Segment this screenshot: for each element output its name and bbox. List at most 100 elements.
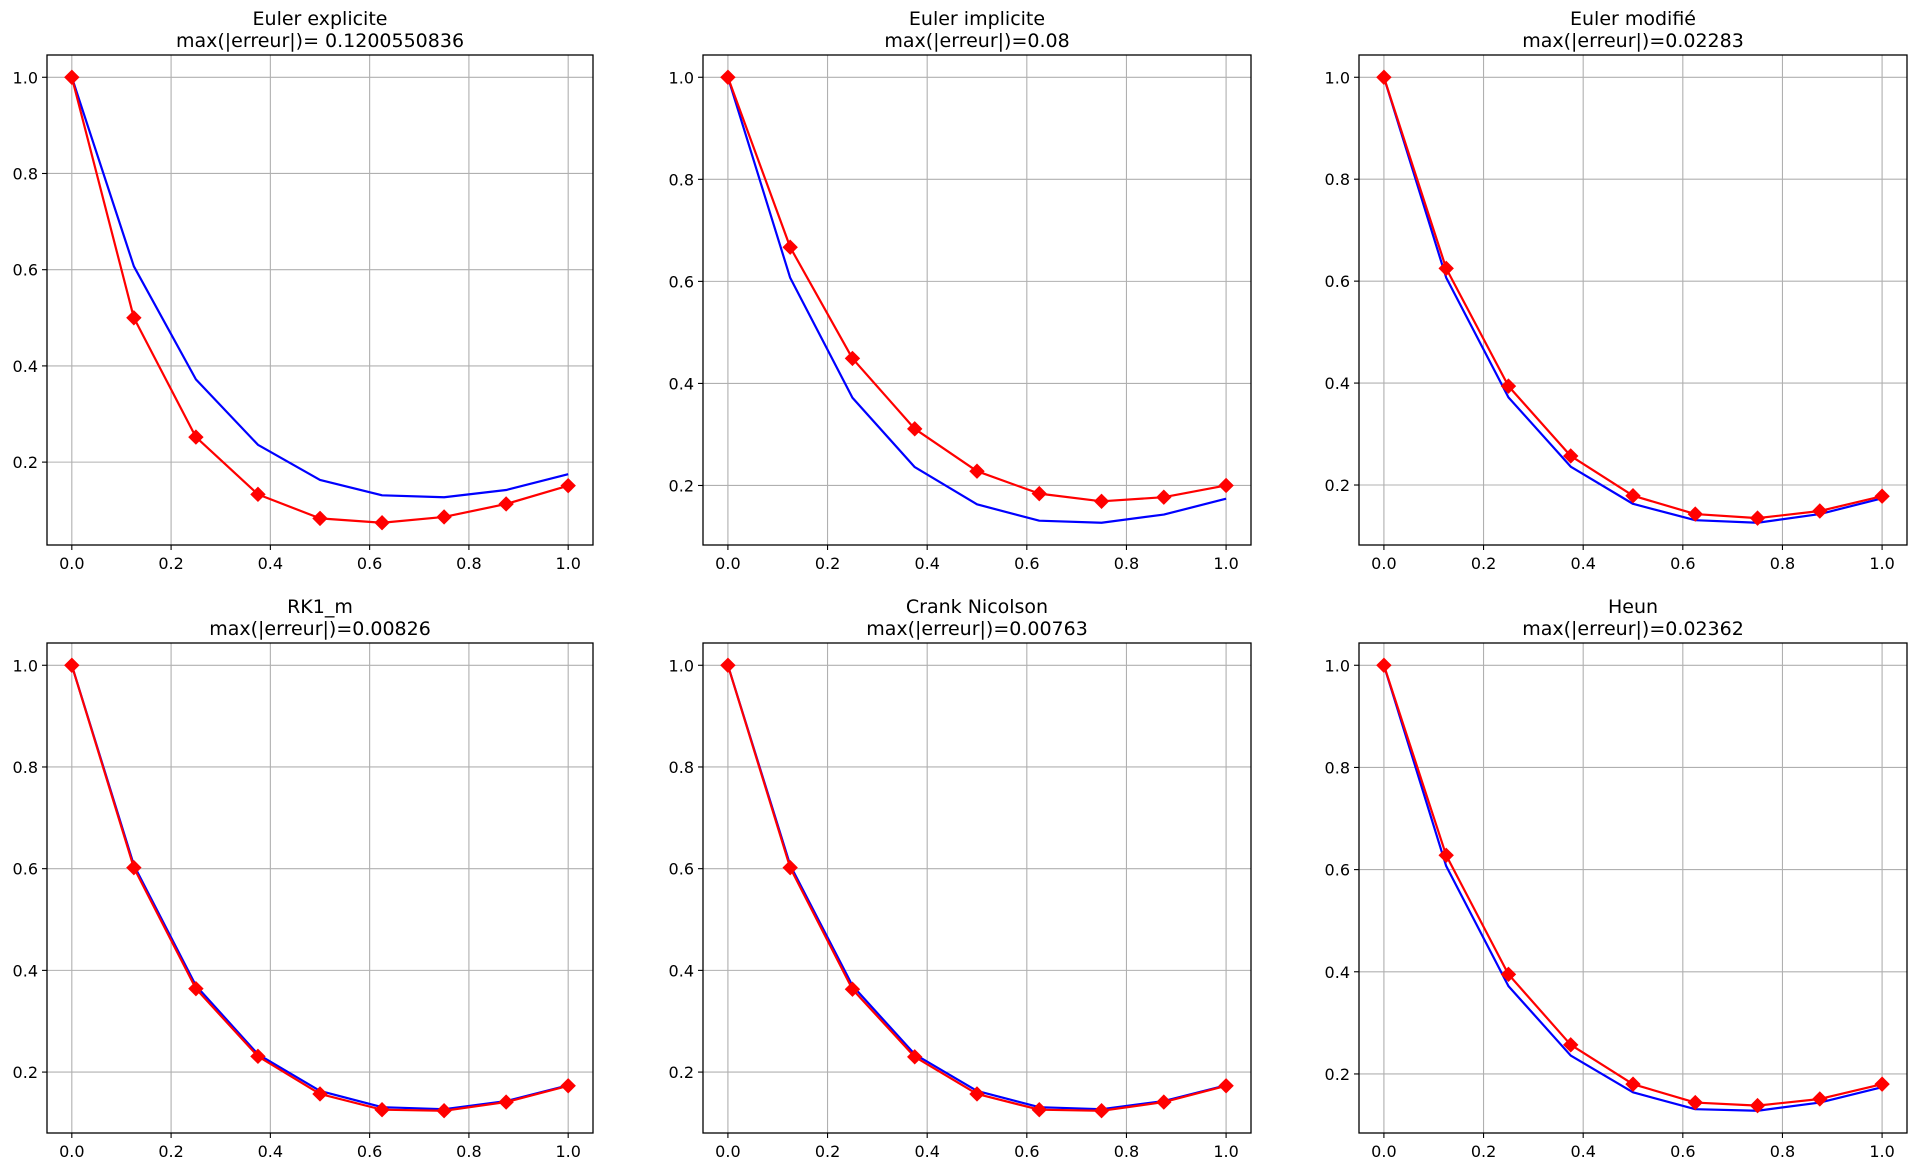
data-point-approx	[1376, 657, 1392, 673]
x-tick-label: 0.2	[1471, 554, 1496, 573]
series-line-exact	[70, 664, 569, 1111]
y-tick-label: 0.2	[13, 1063, 38, 1082]
y-tick-label: 1.0	[1325, 656, 1350, 675]
subplot-title: RK1_m	[287, 596, 353, 618]
x-tick-label: 0.0	[59, 1142, 84, 1161]
axes-frame	[1358, 642, 1908, 1134]
data-point-approx	[1156, 1094, 1172, 1110]
axes-frame	[702, 642, 1252, 1134]
y-tick-label: 0.8	[669, 170, 694, 189]
y-tick-label: 0.4	[13, 961, 38, 980]
data-point-approx	[312, 1086, 328, 1102]
subplot-3: 0.0 0.2 0.4 0.6 0.8 1.0 0.2 0.4 0.6 0.8 1.0 Euler m…	[1325, 8, 1908, 573]
subplot-subtitle: max(|erreur|)=0.02283	[1522, 30, 1744, 52]
data-point-approx	[1625, 1076, 1641, 1092]
y-tick-label: 0.8	[13, 758, 38, 777]
data-point-approx	[374, 515, 390, 531]
y-tick-label: 0.8	[669, 758, 694, 777]
y-tick-label: 1.0	[13, 656, 38, 675]
data-point-approx	[720, 657, 736, 673]
y-tick-label: 1.0	[13, 68, 38, 87]
x-tick-label: 0.0	[1371, 554, 1396, 573]
data-point-approx	[126, 859, 142, 876]
series-line-exact	[70, 76, 569, 499]
series-line-exact	[726, 76, 1227, 524]
data-point-approx	[1687, 506, 1703, 522]
y-tick-label: 0.8	[1325, 170, 1350, 189]
x-tick-label: 0.4	[914, 554, 939, 573]
axes-frame	[702, 54, 1252, 546]
subplot-subtitle: max(|erreur|)=0.02362	[1522, 618, 1744, 640]
data-point-approx	[1093, 493, 1110, 510]
subplot-title: Heun	[1608, 596, 1658, 618]
x-tick-label: 0.0	[1371, 1142, 1396, 1161]
x-tick-label: 0.4	[258, 554, 283, 573]
axes-frame	[46, 642, 594, 1134]
data-point-approx	[1438, 847, 1454, 864]
data-point-approx	[782, 859, 798, 876]
y-tick-label: 1.0	[669, 68, 694, 87]
y-tick-label: 0.8	[13, 164, 38, 183]
y-tick-label: 1.0	[1325, 68, 1350, 87]
y-tick-label: 0.6	[669, 860, 694, 879]
y-tick-label: 0.2	[1325, 476, 1350, 495]
data-point-approx	[436, 509, 452, 525]
subplot-title: Crank Nicolson	[906, 596, 1048, 618]
data-point-approx	[1218, 477, 1234, 494]
y-tick-label: 0.2	[1325, 1065, 1350, 1084]
data-point-approx	[844, 981, 861, 997]
x-tick-label: 1.0	[1213, 554, 1238, 573]
x-tick-label: 0.4	[914, 1142, 939, 1161]
x-tick-label: 0.4	[258, 1142, 283, 1161]
y-tick-label: 0.4	[13, 357, 38, 376]
subplot-subtitle: max(|erreur|)=0.08	[884, 30, 1069, 52]
series-line-approx	[726, 76, 1227, 503]
x-tick-label: 0.8	[1770, 554, 1795, 573]
data-point-approx	[844, 350, 861, 367]
x-tick-label: 0.0	[59, 554, 84, 573]
subplot-title: Euler modifié	[1570, 8, 1696, 30]
data-point-approx	[1563, 448, 1579, 464]
data-point-approx	[1500, 966, 1517, 983]
subplot-title: Euler implicite	[909, 8, 1045, 30]
data-point-approx	[1749, 1097, 1766, 1114]
x-tick-label: 0.0	[715, 554, 740, 573]
axes-frame	[1358, 54, 1908, 546]
y-tick-label: 0.2	[669, 476, 694, 495]
data-point-approx	[720, 69, 736, 85]
x-tick-label: 0.2	[815, 1142, 840, 1161]
data-point-approx	[969, 1086, 985, 1102]
y-tick-label: 0.4	[1325, 374, 1350, 393]
series-line-exact	[1382, 664, 1883, 1112]
x-tick-label: 0.2	[1471, 1142, 1496, 1161]
x-tick-label: 1.0	[1213, 1142, 1238, 1161]
y-tick-label: 0.4	[669, 374, 694, 393]
subplot-4: 0.0 0.2 0.4 0.6 0.8 1.0 0.2 0.4 0.6 0.8 1.0 RK1_mma…	[13, 596, 594, 1161]
y-tick-label: 0.2	[669, 1063, 694, 1082]
data-point-approx	[782, 239, 798, 255]
x-tick-label: 0.2	[158, 1142, 183, 1161]
data-point-approx	[64, 69, 80, 85]
data-point-approx	[1625, 488, 1641, 504]
data-point-approx	[560, 477, 576, 494]
x-tick-label: 0.8	[1114, 554, 1139, 573]
x-tick-label: 0.6	[1014, 1142, 1039, 1161]
x-tick-label: 0.6	[1670, 554, 1695, 573]
data-point-approx	[1874, 488, 1890, 504]
x-tick-label: 0.2	[158, 554, 183, 573]
y-tick-label: 0.8	[1325, 758, 1350, 777]
x-tick-label: 0.8	[456, 1142, 481, 1161]
x-tick-label: 0.6	[1670, 1142, 1695, 1161]
data-point-approx	[498, 496, 514, 512]
x-tick-label: 0.6	[1014, 554, 1039, 573]
y-tick-label: 0.6	[13, 860, 38, 879]
data-point-approx	[1156, 489, 1172, 505]
x-tick-label: 1.0	[1869, 554, 1894, 573]
y-tick-label: 1.0	[669, 656, 694, 675]
data-point-approx	[250, 486, 266, 503]
subplot-1: 0.0 0.2 0.4 0.6 0.8 1.0 0.2 0.4 0.6 0.8 1.0 Euler e…	[13, 8, 594, 573]
data-point-approx	[560, 1078, 576, 1094]
data-point-approx	[126, 310, 142, 326]
subplot-subtitle: max(|erreur|)=0.00826	[209, 618, 431, 640]
data-point-approx	[1812, 1091, 1828, 1107]
